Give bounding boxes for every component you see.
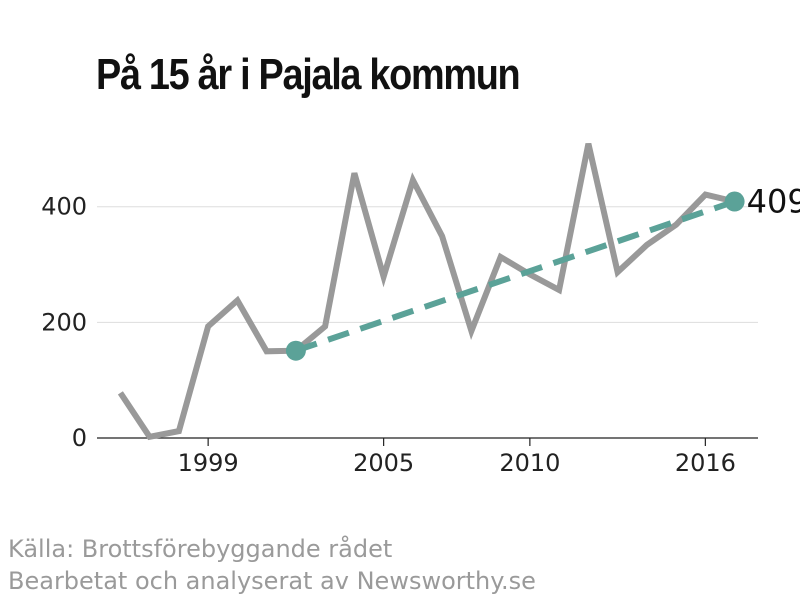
- trend-line: [294, 198, 736, 354]
- analysis-credit: Bearbetat och analyserat av Newsworthy.s…: [8, 567, 536, 595]
- axes: 0 200 400 1999 2005 2010 2016: [41, 193, 758, 477]
- x-tick-label: 2005: [353, 449, 414, 477]
- line-chart: 0 200 400 1999 2005 2010 2016 409: [41, 143, 800, 477]
- source-credit: Källa: Brottsförebyggande rådet: [8, 535, 393, 563]
- labels: 409: [747, 183, 800, 221]
- chart-title: På 15 år i Pajala kommun: [96, 50, 521, 99]
- y-tick-label: 200: [41, 308, 87, 336]
- y-tick-label: 0: [72, 424, 87, 452]
- x-tick-label: 2010: [499, 449, 560, 477]
- y-tick-label: 400: [41, 193, 87, 221]
- x-tick-label: 1999: [178, 449, 239, 477]
- series-line: [117, 143, 736, 441]
- x-tick-label: 2016: [675, 449, 736, 477]
- end-value-label: 409: [747, 183, 800, 221]
- series: [117, 143, 745, 441]
- trend-start-point: [285, 340, 306, 361]
- trend-end-point: [724, 191, 745, 212]
